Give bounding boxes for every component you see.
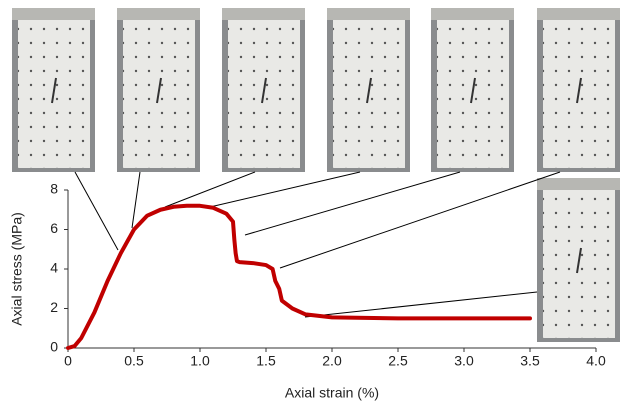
x-tick-label: 1.5 <box>256 353 276 369</box>
x-tick-label: 1.0 <box>190 353 210 369</box>
y-tick-label: 6 <box>50 220 58 236</box>
photo <box>536 7 621 173</box>
photo <box>536 177 621 343</box>
y-tick-label: 0 <box>50 339 58 355</box>
leader-lines <box>74 171 561 318</box>
leader-line <box>304 291 538 318</box>
y-tick-label: 8 <box>50 181 58 197</box>
leader-line <box>244 171 461 236</box>
x-tick-label: 0 <box>64 353 72 369</box>
leader-line <box>279 171 561 269</box>
x-tick-label: 2.5 <box>388 353 408 369</box>
photo <box>430 7 515 173</box>
photo <box>326 7 411 173</box>
x-tick-label: 3.0 <box>454 353 474 369</box>
photo <box>116 7 201 173</box>
y-tick-label: 2 <box>50 299 58 315</box>
x-tick-label: 2.0 <box>322 353 342 369</box>
stress-strain-curve <box>66 203 532 350</box>
leader-line <box>74 171 119 251</box>
x-tick-label: 4.0 <box>586 353 606 369</box>
x-tick-label: 0.5 <box>124 353 144 369</box>
x-axis-label: Axial strain (%) <box>285 385 379 401</box>
leader-line <box>164 171 256 208</box>
photo <box>221 7 306 173</box>
y-tick-label: 4 <box>50 260 58 276</box>
leader-line <box>209 171 361 208</box>
y-axis-label: Axial stress (MPa) <box>9 212 25 326</box>
x-tick-label: 3.5 <box>520 353 540 369</box>
photo <box>11 7 96 173</box>
leader-line <box>131 171 141 229</box>
